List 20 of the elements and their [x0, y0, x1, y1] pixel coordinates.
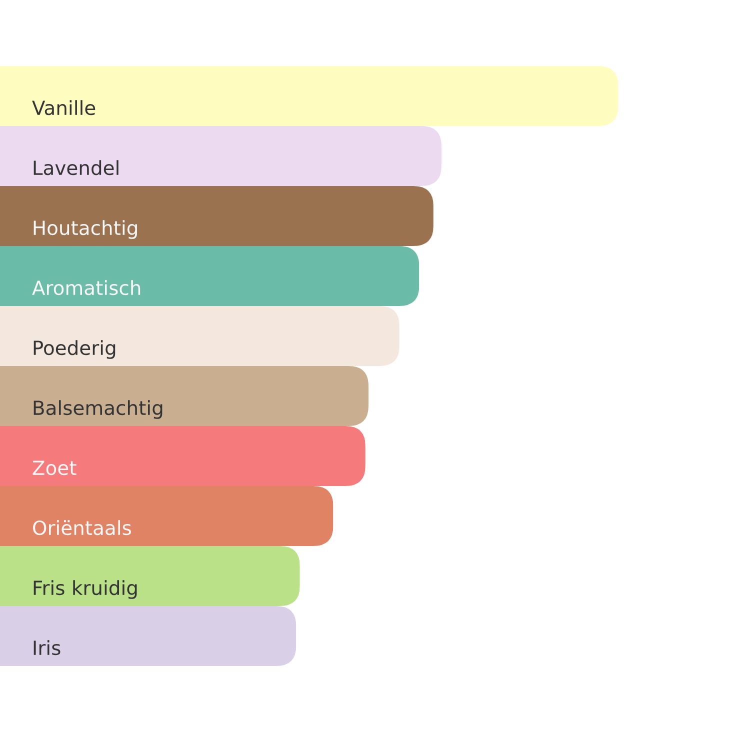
bar — [0, 606, 296, 666]
bar — [0, 306, 400, 366]
y-tick-label: Zoet — [32, 460, 76, 476]
y-tick-label: Lavendel — [34, 160, 118, 176]
y-tick-label: Fris kruidig — [34, 580, 137, 599]
bar — [0, 186, 434, 246]
y-tick-label: Houtachtig — [34, 220, 137, 239]
y-tick-label: Aromatisch — [32, 280, 140, 296]
bar — [0, 426, 366, 486]
bar — [0, 366, 369, 426]
bar — [0, 66, 618, 126]
bar — [0, 246, 420, 306]
y-tick-label: Iris — [34, 640, 60, 656]
y-tick-label: Poederig — [34, 340, 116, 359]
bar — [0, 126, 442, 186]
bar — [0, 546, 300, 606]
bar — [0, 486, 334, 546]
y-tick-label: Balsemachtig — [34, 400, 162, 419]
y-tick-label: Oriëntaals — [33, 520, 131, 536]
y-tick-label: Vanille — [32, 100, 96, 116]
